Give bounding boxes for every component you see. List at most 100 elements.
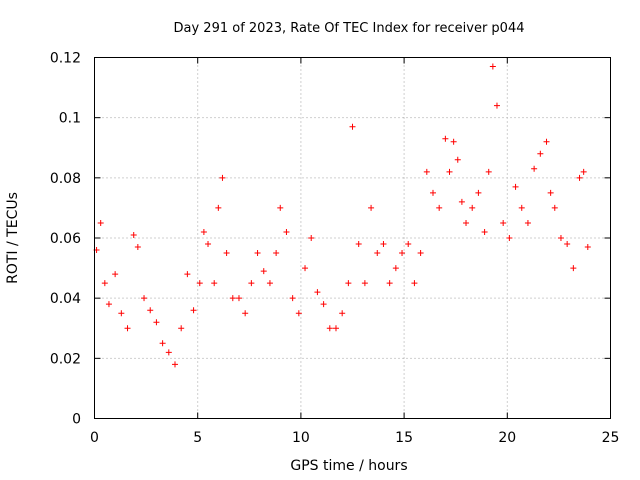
data-point <box>266 280 273 287</box>
data-point <box>196 280 203 287</box>
x-tick-label: 25 <box>602 430 620 446</box>
data-point <box>332 325 339 332</box>
data-point <box>242 310 249 317</box>
data-point <box>506 235 513 241</box>
data-point <box>576 174 583 181</box>
data-point <box>584 244 591 251</box>
data-point <box>481 228 488 235</box>
plot-frame <box>94 57 611 419</box>
data-point <box>469 204 476 211</box>
x-tick-label: 10 <box>292 430 310 446</box>
data-point <box>295 310 302 317</box>
y-tick-label: 0.02 <box>50 351 81 367</box>
data-point <box>399 250 406 257</box>
grid <box>94 57 611 419</box>
data-point <box>392 265 399 272</box>
data-point <box>200 228 207 235</box>
data-point <box>130 231 137 238</box>
data-point <box>368 204 375 211</box>
data-point <box>345 280 352 287</box>
data-point <box>411 280 418 287</box>
data-point <box>450 138 457 145</box>
data-point <box>524 219 531 226</box>
data-point <box>229 295 236 302</box>
data-point <box>308 235 315 241</box>
y-axis-label: ROTI / TECUs <box>5 192 21 284</box>
data-point <box>458 198 465 205</box>
data-point <box>118 310 125 317</box>
y-tick-label: 0 <box>72 412 81 428</box>
data-point <box>361 280 368 287</box>
data-point <box>380 241 387 248</box>
x-tick-label: 0 <box>90 430 99 446</box>
data-point <box>141 295 148 302</box>
data-point <box>547 189 554 196</box>
data-point <box>254 250 261 257</box>
data-point <box>277 204 284 211</box>
data-point <box>302 265 309 272</box>
data-point <box>386 280 393 287</box>
data-point <box>417 250 424 257</box>
chart-title: Day 291 of 2023, Rate Of TEC Index for r… <box>174 21 525 36</box>
data-point <box>283 228 290 235</box>
data-point <box>184 271 191 278</box>
data-point <box>518 204 525 211</box>
data-point <box>248 280 255 287</box>
data-point <box>134 244 141 251</box>
data-point <box>147 307 154 314</box>
data-point <box>580 168 587 175</box>
data-point <box>485 168 492 175</box>
data-point <box>551 204 558 211</box>
x-tick-label: 15 <box>395 430 413 446</box>
data-point <box>205 241 212 248</box>
y-tick-labels: 0 0.02 0.04 0.06 0.08 0.1 0.12 <box>50 51 81 428</box>
data-point <box>405 241 412 248</box>
data-point <box>105 301 112 308</box>
data-point <box>512 183 519 190</box>
data-point <box>489 63 496 70</box>
y-tick-label: 0.04 <box>50 291 81 307</box>
data-point <box>326 325 333 332</box>
data-point <box>124 325 131 332</box>
data-point <box>97 219 104 226</box>
x-tick-label: 5 <box>193 430 202 446</box>
data-point <box>374 250 381 257</box>
data-point <box>153 319 160 326</box>
data-point <box>493 102 500 109</box>
data-point <box>101 280 108 287</box>
data-point <box>215 204 222 211</box>
data-point <box>235 295 242 302</box>
data-point <box>429 189 436 196</box>
data-point <box>260 268 267 275</box>
data-point <box>320 301 327 308</box>
data-point <box>190 307 197 314</box>
data-point <box>500 219 507 226</box>
data-point <box>442 135 449 142</box>
x-tick-label: 20 <box>498 430 516 446</box>
series-points <box>93 63 591 368</box>
data-point <box>289 295 296 302</box>
data-point <box>564 241 571 248</box>
data-point <box>423 168 430 175</box>
data-point <box>339 310 346 317</box>
data-point <box>178 325 185 332</box>
y-tick-label: 0.08 <box>50 171 81 187</box>
data-point <box>537 150 544 157</box>
data-point <box>531 165 538 172</box>
x-axis-label: GPS time / hours <box>290 458 407 474</box>
y-tick-label: 0.12 <box>50 51 81 67</box>
data-point <box>570 265 577 272</box>
axis-ticks <box>94 57 611 419</box>
data-point <box>171 361 178 368</box>
data-point <box>165 349 172 356</box>
data-point <box>463 219 470 226</box>
data-point <box>355 241 362 248</box>
data-point <box>454 156 461 163</box>
data-point <box>557 235 564 241</box>
data-point <box>349 123 356 130</box>
y-tick-label: 0.06 <box>50 231 81 247</box>
data-point <box>112 271 119 278</box>
data-point <box>159 340 166 347</box>
data-point <box>219 174 226 181</box>
